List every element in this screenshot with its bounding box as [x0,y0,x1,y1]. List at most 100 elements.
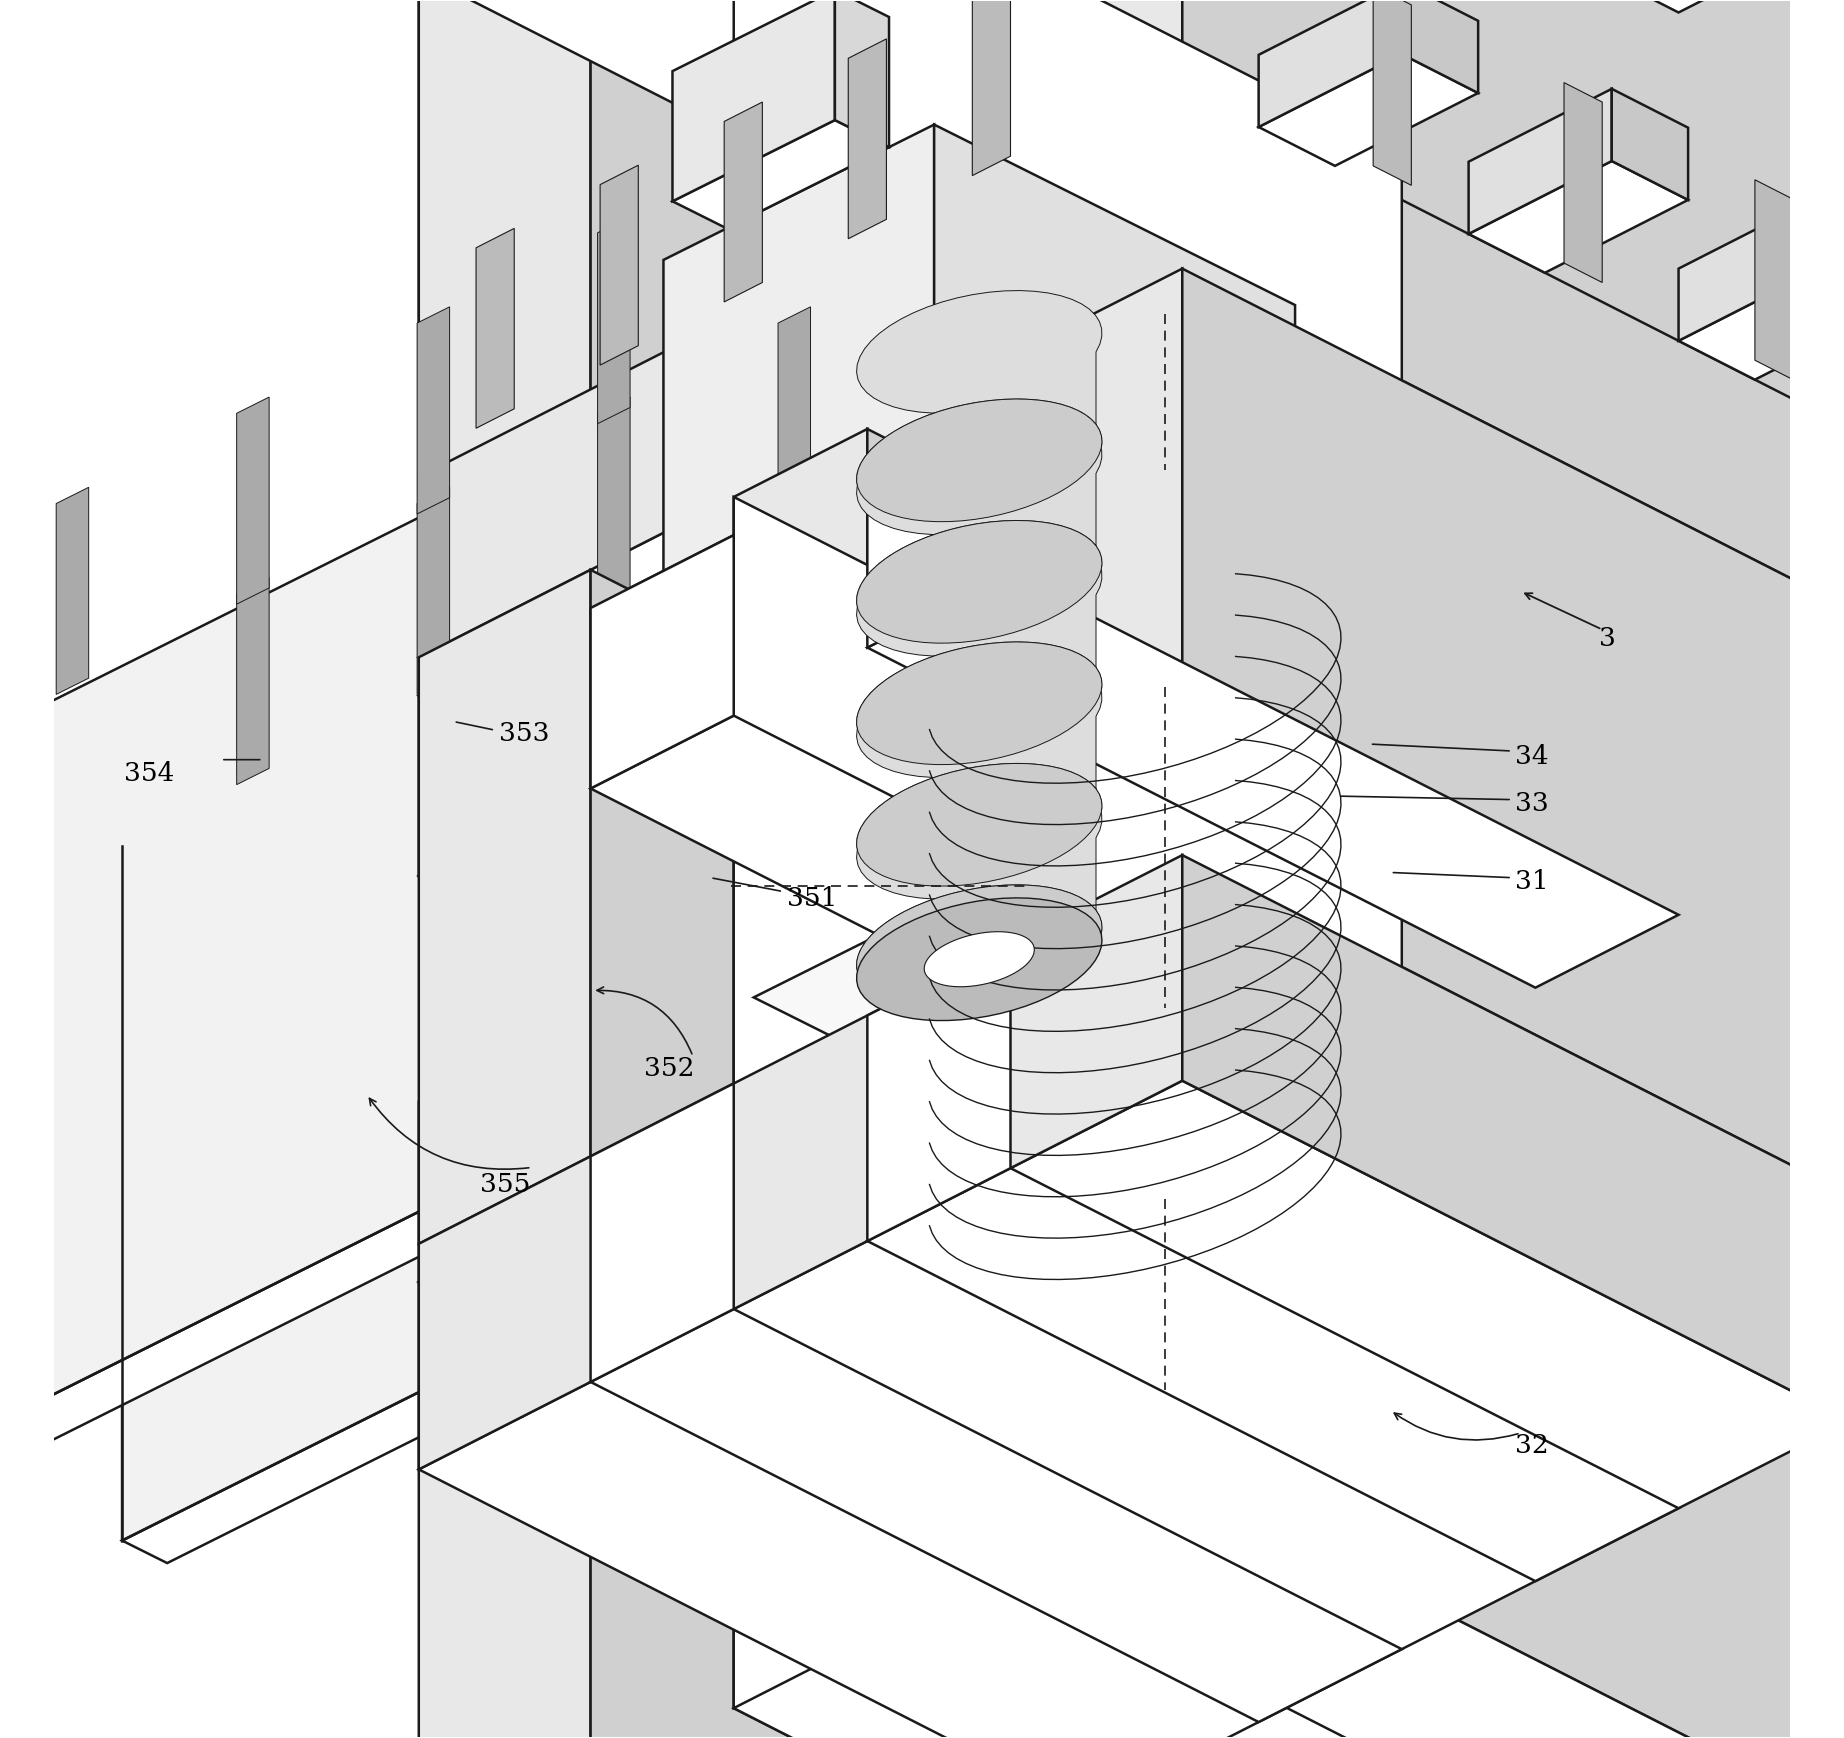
Polygon shape [1011,0,1844,12]
Polygon shape [725,103,762,302]
Polygon shape [590,535,734,789]
Polygon shape [0,999,889,1472]
Polygon shape [734,497,1401,1423]
Polygon shape [664,125,935,998]
Text: 354: 354 [124,761,173,786]
Polygon shape [419,0,1086,1217]
Polygon shape [845,306,889,1022]
Polygon shape [236,577,269,784]
Polygon shape [1468,89,1612,235]
Text: 351: 351 [787,886,837,911]
Polygon shape [867,942,1011,1241]
Polygon shape [419,713,1182,1283]
Polygon shape [664,862,1294,1178]
Polygon shape [867,1053,1536,1738]
Polygon shape [419,0,1259,315]
Polygon shape [857,412,1103,643]
Polygon shape [1011,893,1182,1568]
Polygon shape [122,395,1025,1540]
Polygon shape [419,0,590,695]
Polygon shape [1678,196,1822,341]
Polygon shape [1182,893,1844,1738]
Polygon shape [1182,89,1844,608]
Polygon shape [857,534,1103,765]
Polygon shape [590,716,1401,1128]
Polygon shape [1182,269,1844,1196]
Polygon shape [122,1090,1070,1562]
Polygon shape [867,575,1678,987]
Polygon shape [867,395,1011,648]
Polygon shape [857,520,1103,643]
Polygon shape [1822,196,1844,308]
Polygon shape [590,1194,1259,1738]
Polygon shape [734,0,1401,876]
Polygon shape [857,655,1103,886]
Polygon shape [1182,713,1844,1234]
Polygon shape [673,120,889,228]
Text: 353: 353 [498,721,550,746]
Text: 32: 32 [1516,1432,1549,1458]
Text: 34: 34 [1516,744,1549,768]
Polygon shape [419,893,1844,1622]
Polygon shape [778,308,811,514]
Polygon shape [1011,269,1182,942]
Polygon shape [1011,308,1844,735]
Polygon shape [590,570,1259,1496]
Polygon shape [734,0,867,535]
Polygon shape [673,0,835,202]
Polygon shape [935,125,1294,1043]
Polygon shape [55,487,89,695]
Polygon shape [857,885,1103,1008]
Polygon shape [419,570,590,1244]
Polygon shape [857,899,1103,1020]
Polygon shape [1678,268,1844,379]
Polygon shape [754,907,1204,1133]
Polygon shape [1182,308,1844,827]
Polygon shape [867,1168,1678,1582]
Polygon shape [597,217,631,424]
Polygon shape [734,468,1536,876]
Polygon shape [419,1194,590,1738]
Polygon shape [1564,83,1602,283]
Polygon shape [419,308,1182,876]
Polygon shape [972,0,1011,176]
Polygon shape [419,1102,1086,1622]
Polygon shape [734,429,867,1083]
Polygon shape [1182,855,1844,1420]
Text: 33: 33 [1516,791,1549,815]
Polygon shape [857,763,1103,886]
Polygon shape [599,165,638,365]
Polygon shape [857,777,1103,1008]
Polygon shape [848,38,887,238]
Polygon shape [734,1641,1536,1738]
Polygon shape [417,308,450,514]
Polygon shape [1011,0,1182,395]
Polygon shape [419,608,1259,1036]
Polygon shape [419,89,1182,657]
Polygon shape [1086,647,1844,1217]
Text: 352: 352 [644,1057,695,1081]
Polygon shape [1468,162,1687,273]
Polygon shape [419,487,1844,1217]
Polygon shape [236,396,269,605]
Polygon shape [419,1081,1844,1738]
Polygon shape [1011,1479,1844,1738]
Polygon shape [590,0,1259,949]
Polygon shape [1401,0,1479,94]
Polygon shape [734,1121,1401,1738]
Polygon shape [857,400,1103,521]
Polygon shape [419,855,1182,1469]
Text: 31: 31 [1516,869,1549,893]
Polygon shape [590,1309,1401,1722]
Polygon shape [1182,0,1844,647]
Polygon shape [476,228,514,428]
Polygon shape [867,0,1536,806]
Polygon shape [1612,89,1687,200]
Polygon shape [1259,54,1479,165]
Polygon shape [1025,395,1070,1112]
Polygon shape [597,396,631,605]
Polygon shape [867,429,1536,1356]
Polygon shape [590,1083,734,1382]
Polygon shape [857,641,1103,765]
Polygon shape [734,1053,867,1708]
